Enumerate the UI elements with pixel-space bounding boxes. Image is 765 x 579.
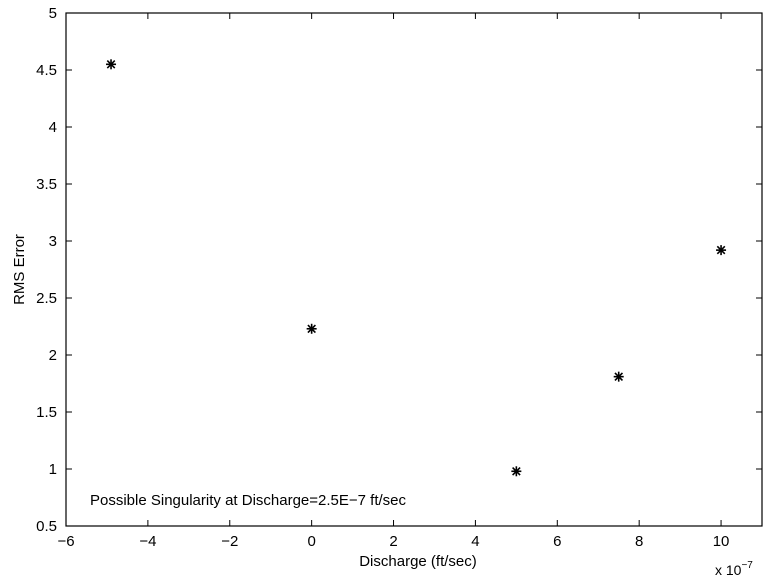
- x-multiplier-exponent: −7: [741, 560, 753, 571]
- x-multiplier-base: x 10: [715, 562, 742, 578]
- x-tick-label: −4: [139, 533, 156, 550]
- x-tick-label: 2: [389, 533, 397, 550]
- y-tick-label: 1: [49, 461, 57, 478]
- x-axis-label: Discharge (ft/sec): [359, 553, 477, 570]
- data-point: [511, 466, 522, 477]
- data-point: [106, 59, 117, 70]
- data-point: [716, 245, 727, 256]
- y-tick-label: 3: [49, 233, 57, 250]
- x-tick-label: −2: [221, 533, 238, 550]
- x-axis: −6 −4 −2 0 2 4 6 8 10: [57, 13, 729, 550]
- x-tick-label: 10: [713, 533, 730, 550]
- y-tick-label: 2.5: [36, 290, 57, 307]
- y-tick-label: 4.5: [36, 62, 57, 79]
- data-point: [306, 323, 317, 334]
- data-point: [613, 371, 624, 382]
- y-tick-label: 3.5: [36, 176, 57, 193]
- plot-frame: [65, 12, 763, 527]
- x-tick-label: 6: [553, 533, 561, 550]
- y-axis-label: RMS Error: [11, 234, 28, 305]
- x-tick-label: 4: [471, 533, 479, 550]
- x-axis-multiplier: x 10−7: [715, 560, 753, 578]
- x-tick-label: −6: [57, 533, 74, 550]
- data-points: [106, 59, 727, 477]
- y-axis: 0.5 1 1.5 2 2.5 3 3.5 4 4.5 5: [36, 5, 762, 535]
- y-tick-label: 0.5: [36, 518, 57, 535]
- x-tick-label: 8: [635, 533, 643, 550]
- x-tick-label: 0: [307, 533, 315, 550]
- y-tick-label: 2: [49, 347, 57, 364]
- y-tick-label: 5: [49, 5, 57, 22]
- y-tick-label: 1.5: [36, 404, 57, 421]
- y-tick-label: 4: [49, 119, 57, 136]
- singularity-annotation: Possible Singularity at Discharge=2.5E−7…: [90, 492, 407, 509]
